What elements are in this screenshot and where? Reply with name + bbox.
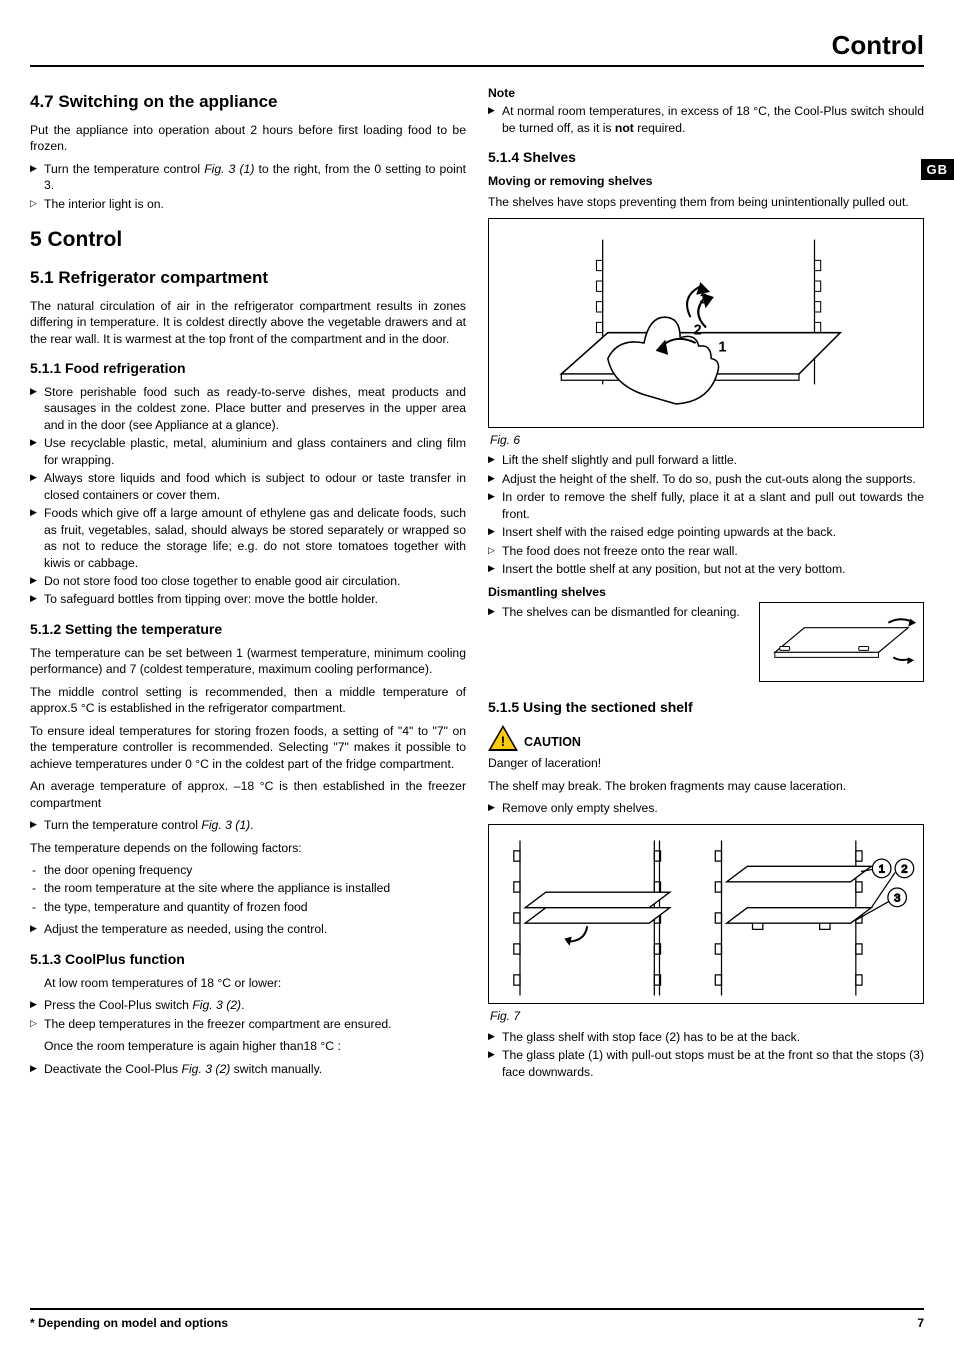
para-5-1-2a: The temperature can be set between 1 (wa… [30, 645, 466, 678]
list-item: Lift the shelf slightly and pull forward… [488, 452, 924, 468]
para-5-1-4: The shelves have stops preventing them f… [488, 194, 924, 210]
list-item: Turn the temperature control Fig. 3 (1). [30, 817, 466, 833]
note-list: At normal room temperatures, in excess o… [488, 103, 924, 136]
dismantling-label: Dismantling shelves [488, 584, 924, 600]
list-item: The food does not freeze onto the rear w… [488, 543, 924, 559]
para-5-1: The natural circulation of air in the re… [30, 298, 466, 347]
para-5-1-2c: To ensure ideal temperatures for storing… [30, 723, 466, 772]
svg-text:1: 1 [879, 864, 885, 876]
footer-right: 7 [917, 1316, 924, 1330]
list-text: Turn the temperature control Fig. 3 (1) … [44, 162, 466, 192]
caution-label: CAUTION [524, 734, 581, 751]
list-item: To safeguard bottles from tipping over: … [30, 591, 466, 607]
list-item: Press the Cool-Plus switch Fig. 3 (2). [30, 997, 466, 1013]
list-item: Always store liquids and food which is s… [30, 470, 466, 503]
list-item: Adjust the height of the shelf. To do so… [488, 471, 924, 487]
para-5-1-2b: The middle control setting is recommende… [30, 684, 466, 717]
list-5-1-3a: Press the Cool-Plus switch Fig. 3 (2). T… [30, 997, 466, 1032]
svg-text:3: 3 [700, 292, 708, 308]
para-5-1-2e: The temperature depends on the following… [30, 840, 466, 856]
list-5-1-2b: Adjust the temperature as needed, using … [30, 921, 466, 937]
caution-row: ! CAUTION [488, 725, 924, 751]
list-item: Turn the temperature control Fig. 3 (1) … [30, 161, 466, 194]
gb-badge: GB [921, 159, 954, 180]
list-item: The deep temperatures in the freezer com… [30, 1016, 466, 1032]
footer-left: * Depending on model and options [30, 1316, 228, 1330]
list-4-7: Turn the temperature control Fig. 3 (1) … [30, 161, 466, 212]
heading-5-1-1: 5.1.1 Food refrigeration [30, 359, 466, 378]
list-5-1-2a: Turn the temperature control Fig. 3 (1). [30, 817, 466, 833]
content-area: GB 4.7 Switching on the appliance Put th… [30, 79, 924, 1308]
heading-5-1-5: 5.1.5 Using the sectioned shelf [488, 698, 924, 717]
list-item: Insert shelf with the raised edge pointi… [488, 524, 924, 540]
list-item: the room temperature at the site where t… [30, 880, 466, 896]
dismantling-block: The shelves can be dismantled for cleani… [488, 602, 924, 686]
para-5-1-3a: At low room temperatures of 18 °C or low… [30, 975, 466, 991]
list-item: The glass plate (1) with pull-out stops … [488, 1047, 924, 1080]
figure-7-svg: 1 2 3 [489, 825, 923, 1011]
list-5-1-4: Lift the shelf slightly and pull forward… [488, 452, 924, 577]
list-item: Remove only empty shelves. [488, 800, 924, 816]
list-5-1-5b: The glass shelf with stop face (2) has t… [488, 1029, 924, 1080]
list-item: Do not store food too close together to … [30, 573, 466, 589]
svg-text:2: 2 [694, 323, 702, 339]
svg-text:2: 2 [901, 864, 907, 876]
list-text: Turn the temperature control Fig. 3 (1). [44, 818, 254, 832]
note-label: Note [488, 85, 924, 101]
list-item: The shelves can be dismantled for cleani… [488, 604, 924, 620]
list-dismantle: The shelves can be dismantled for cleani… [488, 604, 924, 620]
list-item: In order to remove the shelf fully, plac… [488, 489, 924, 522]
list-item: Deactivate the Cool-Plus Fig. 3 (2) swit… [30, 1061, 466, 1077]
page-header: Control [30, 30, 924, 67]
right-column: Note At normal room temperatures, in exc… [488, 79, 924, 1308]
para-4-7: Put the appliance into operation about 2… [30, 122, 466, 155]
heading-5-1-2: 5.1.2 Setting the temperature [30, 620, 466, 639]
list-5-1-1: Store perishable food such as ready-to-s… [30, 384, 466, 608]
heading-4-7: 4.7 Switching on the appliance [30, 91, 466, 114]
left-column: 4.7 Switching on the appliance Put the a… [30, 79, 466, 1308]
caution-icon: ! [488, 725, 518, 751]
list-item: the door opening frequency [30, 862, 466, 878]
list-item: At normal room temperatures, in excess o… [488, 103, 924, 136]
heading-5: 5 Control [30, 226, 466, 254]
list-item: Insert the bottle shelf at any position,… [488, 561, 924, 577]
list-5-1-2-dash: the door opening frequency the room temp… [30, 862, 466, 915]
list-item: the type, temperature and quantity of fr… [30, 899, 466, 915]
figure-7: 1 2 3 [488, 824, 924, 1004]
list-text: Press the Cool-Plus switch Fig. 3 (2). [44, 998, 245, 1012]
moving-label: Moving or removing shelves [488, 173, 924, 189]
list-caution: Remove only empty shelves. [488, 800, 924, 816]
list-item: Use recyclable plastic, metal, aluminium… [30, 435, 466, 468]
heading-5-1: 5.1 Refrigerator compartment [30, 267, 466, 290]
list-item: Foods which give off a large amount of e… [30, 505, 466, 571]
svg-text:3: 3 [894, 893, 900, 905]
page-footer: * Depending on model and options 7 [30, 1308, 924, 1330]
page-title: Control [832, 30, 924, 60]
para-5-1-2d: An average temperature of approx. –18 °C… [30, 778, 466, 811]
figure-6-svg: 1 2 3 [489, 219, 923, 436]
list-item: The interior light is on. [30, 196, 466, 212]
caution-p2: The shelf may break. The broken fragment… [488, 778, 924, 794]
figure-6: 1 2 3 [488, 218, 924, 428]
list-text: At normal room temperatures, in excess o… [502, 104, 924, 134]
list-5-1-3b: Deactivate the Cool-Plus Fig. 3 (2) swit… [30, 1061, 466, 1077]
heading-5-1-3: 5.1.3 CoolPlus function [30, 950, 466, 969]
list-item: The glass shelf with stop face (2) has t… [488, 1029, 924, 1045]
svg-text:1: 1 [718, 340, 726, 356]
list-item: Store perishable food such as ready-to-s… [30, 384, 466, 433]
caution-p1: Danger of laceration! [488, 755, 924, 771]
list-item: Adjust the temperature as needed, using … [30, 921, 466, 937]
para-5-1-3b: Once the room temperature is again highe… [30, 1038, 466, 1054]
heading-5-1-4: 5.1.4 Shelves [488, 148, 924, 167]
list-text: Deactivate the Cool-Plus Fig. 3 (2) swit… [44, 1062, 322, 1076]
